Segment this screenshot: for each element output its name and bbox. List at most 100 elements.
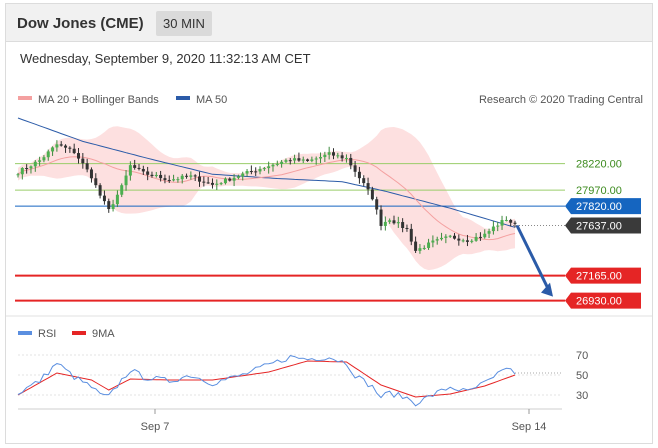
- x-label-sep14: Sep 14: [512, 421, 547, 433]
- forecast-arrow-head: [541, 282, 553, 297]
- candle: [115, 190, 119, 208]
- candle: [236, 174, 240, 180]
- candle: [137, 163, 141, 171]
- candle: [271, 163, 275, 172]
- candle: [133, 159, 137, 170]
- candle: [314, 156, 318, 165]
- candle: [504, 216, 508, 222]
- candle: [388, 218, 392, 224]
- candle: [435, 236, 439, 245]
- candle: [25, 164, 29, 174]
- candle: [180, 173, 184, 184]
- candle: [146, 166, 150, 181]
- candle: [487, 228, 491, 238]
- candle: [431, 235, 435, 248]
- candle: [120, 183, 124, 198]
- candle: [72, 143, 76, 155]
- candle: [474, 233, 478, 242]
- candle: [193, 174, 197, 182]
- candle: [396, 216, 400, 228]
- candle: [336, 152, 340, 159]
- candle: [89, 167, 93, 183]
- candle: [323, 151, 327, 162]
- candle: [331, 148, 335, 160]
- candle: [42, 155, 46, 163]
- level-tag-27637: [565, 217, 641, 234]
- timeframe-badge[interactable]: 30 MIN: [156, 11, 212, 36]
- candle: [362, 175, 366, 187]
- candle: [16, 172, 20, 178]
- candle: [344, 154, 348, 163]
- candle: [470, 239, 474, 244]
- candle: [258, 166, 262, 175]
- candle: [51, 146, 55, 156]
- candle: [254, 167, 258, 176]
- chart-datetime: Wednesday, September 9, 2020 11:32:13 AM…: [20, 51, 311, 66]
- candle: [284, 158, 288, 164]
- candle: [249, 165, 253, 175]
- candle: [409, 223, 413, 246]
- candle: [198, 171, 202, 187]
- rsi-line: [17, 355, 516, 407]
- candle: [448, 234, 452, 238]
- candle: [124, 170, 128, 191]
- candle: [366, 177, 370, 195]
- candle: [401, 218, 405, 233]
- candle: [94, 173, 98, 188]
- candle: [375, 196, 379, 215]
- candle: [202, 176, 206, 187]
- candle: [379, 205, 383, 231]
- candle: [29, 165, 33, 174]
- candle: [327, 146, 331, 160]
- candle: [465, 234, 469, 247]
- candle: [185, 173, 189, 179]
- level-tag-27820: [565, 198, 641, 215]
- candle: [128, 161, 132, 181]
- candle: [167, 175, 171, 184]
- ma50-legend-label: MA 50: [196, 94, 227, 106]
- candle: [55, 140, 59, 152]
- candle: [275, 160, 279, 167]
- bollinger-band: [18, 126, 515, 271]
- candle: [38, 156, 42, 166]
- candle: [68, 146, 72, 153]
- ma20-line: [17, 156, 516, 241]
- rsi-tick-30: 30: [576, 390, 588, 402]
- candle: [77, 147, 81, 164]
- ma50-legend-swatch: [176, 96, 190, 100]
- candle: [150, 171, 154, 178]
- candle: [405, 224, 409, 232]
- candle: [392, 215, 396, 225]
- candle: [478, 232, 482, 241]
- candle: [107, 198, 111, 213]
- candle: [262, 166, 266, 171]
- candle: [172, 174, 176, 182]
- candle: [297, 152, 301, 162]
- candle: [219, 182, 223, 186]
- candle: [141, 165, 145, 175]
- candle: [154, 171, 158, 178]
- chart-header: Dow Jones (CME) 30 MIN: [6, 4, 652, 42]
- candle: [370, 186, 374, 201]
- rsi-legend-swatch: [18, 331, 32, 335]
- candle: [496, 221, 500, 232]
- candle: [85, 158, 89, 173]
- level-label-27820: 27820.00: [576, 201, 622, 213]
- candle: [102, 190, 106, 205]
- candle: [20, 167, 24, 180]
- rsi-ma-legend-swatch: [72, 331, 86, 335]
- candle: [215, 179, 219, 190]
- candle: [349, 153, 353, 170]
- candle: [306, 158, 310, 162]
- level-label-27970: 27970.00: [576, 185, 622, 197]
- candle: [59, 141, 63, 147]
- candle: [491, 221, 495, 235]
- candle: [280, 159, 284, 168]
- ma20-legend-label: MA 20 + Bollinger Bands: [38, 94, 159, 106]
- rsi-tick-50: 50: [576, 370, 588, 382]
- candle: [223, 177, 227, 185]
- candle: [340, 152, 344, 162]
- candle: [353, 161, 357, 177]
- candle: [457, 234, 461, 246]
